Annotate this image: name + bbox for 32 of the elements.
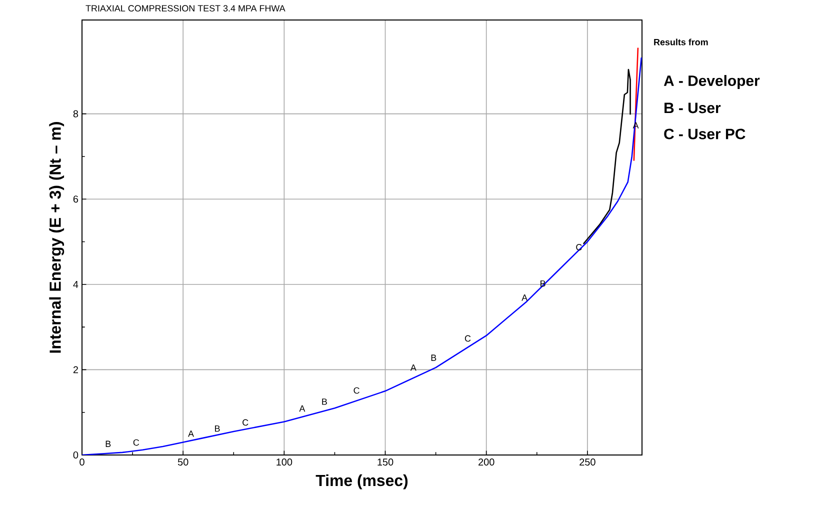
annotation: A [299,405,306,412]
y-tick-label: 8 [73,110,78,118]
annotation: C [242,419,248,426]
annotation: A [410,364,416,371]
x-tick-label: 150 [378,458,394,466]
y-tick-label: 4 [73,280,78,288]
text: Results from [654,38,708,46]
x-tick-label: 200 [478,458,494,466]
annotation: C [464,335,471,342]
text: B - User [664,102,721,114]
x-axis-title: Time (msec) [316,474,408,490]
annotation: A [522,294,528,301]
x-tick-label: 0 [80,458,84,466]
y-tick-label: 6 [73,196,78,203]
annotation: B [431,354,436,361]
x-tick-label: 250 [580,458,596,466]
chart-title: TRIAXIAL COMPRESSION TEST 3.4 MPA FHWA [86,5,286,12]
line-series [582,68,631,245]
annotation: C [133,439,140,446]
y-axis-title: Internal Energy (E + 3) (Nt – m) [49,122,64,353]
x-tick-label: 50 [178,458,188,466]
annotation: B [106,440,111,447]
text: A - Developer [664,75,760,89]
text: C - User PC [664,128,746,140]
annotation: A [188,430,194,437]
y-tick-label: 0 [73,451,78,459]
y-tick-label: 2 [73,366,78,374]
annotation: C [354,387,360,394]
annotation: C [576,244,582,250]
annotation: B [215,425,220,432]
annotation: B [322,398,327,405]
x-tick-label: 100 [276,458,292,466]
